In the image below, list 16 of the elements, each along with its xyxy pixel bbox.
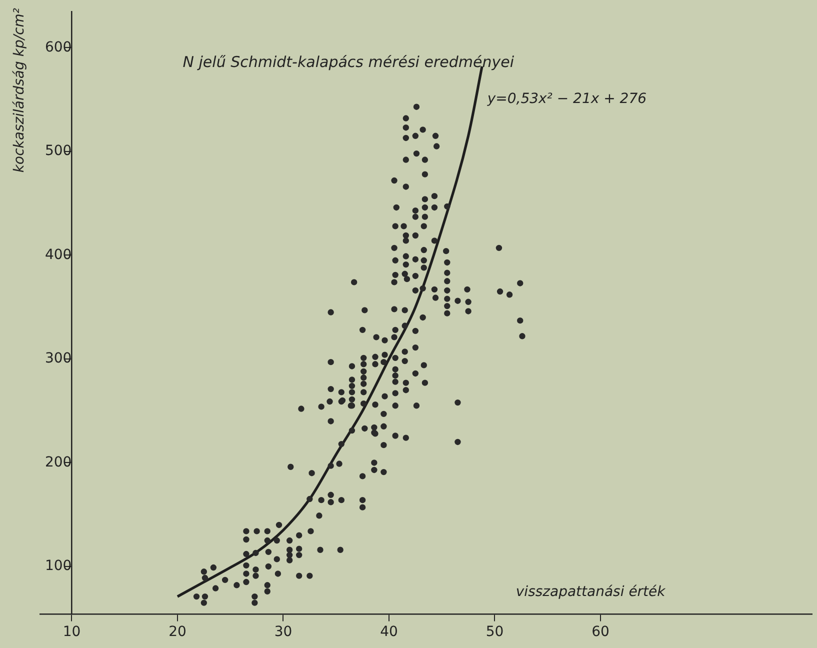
x-tick-label: 50 bbox=[486, 624, 504, 640]
y-tick-label: 600 bbox=[44, 39, 72, 56]
annotation: y=0,53x² − 21x + 276 bbox=[486, 91, 647, 108]
text: N jelű Schmidt-kalapács mérési eredményei bbox=[182, 53, 515, 72]
y-tick-label: 100 bbox=[44, 558, 72, 574]
y-tick-label: 300 bbox=[44, 350, 72, 367]
y-tick-label: 200 bbox=[44, 454, 72, 470]
y-tick-label: 500 bbox=[44, 143, 72, 160]
x-tick-label: 10 bbox=[62, 624, 81, 640]
x-tick-label: 60 bbox=[592, 624, 610, 640]
y-axis-title: kockaszilárdság kp/cm² bbox=[12, 8, 28, 173]
y-tick-label: 400 bbox=[44, 246, 72, 263]
x-tick-label: 20 bbox=[168, 624, 186, 640]
x-axis-title: visszapattanási érték bbox=[516, 584, 666, 600]
x-tick-label: 40 bbox=[380, 624, 398, 640]
x-tick-label: 30 bbox=[274, 624, 292, 640]
